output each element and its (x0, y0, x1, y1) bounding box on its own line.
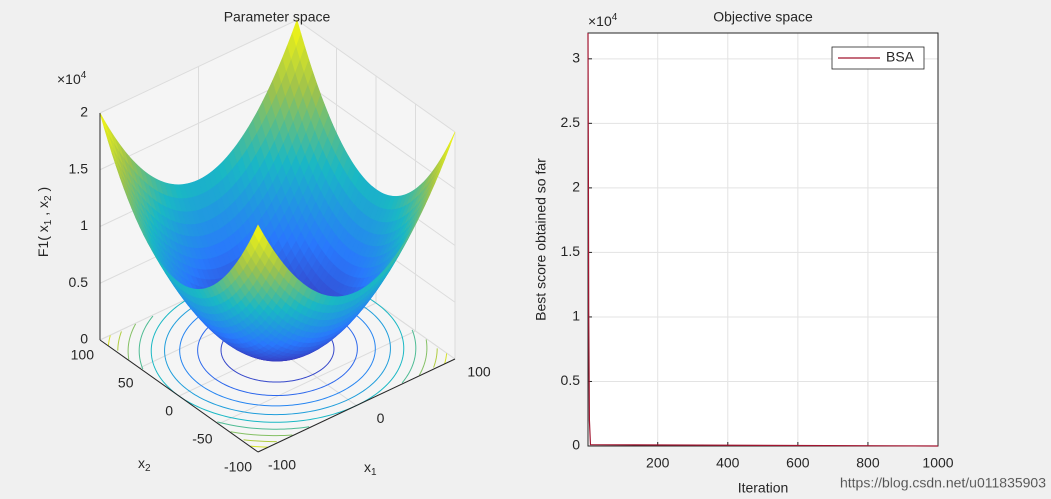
surface-patch (253, 224, 264, 243)
grid-line (99, 76, 298, 171)
line-series (587, 32, 939, 447)
y-tick-label: 1.5 (561, 243, 581, 259)
x-tick-label: 100 (467, 364, 491, 380)
z-tick-label: 0.5 (69, 274, 89, 290)
y-tick-label: 2.5 (561, 114, 581, 130)
contour (127, 323, 137, 360)
y-exponent-part: 4 (612, 12, 618, 23)
y-tick-label: 2 (572, 179, 580, 195)
contour (117, 331, 122, 351)
legend-label: BSA (886, 49, 915, 65)
z-tick-label: 0 (80, 331, 88, 347)
x-tick-label: -100 (268, 457, 296, 473)
x-tick-label: 0 (377, 410, 385, 426)
x-tick-label: 800 (856, 455, 880, 471)
z-axis-label-part: , x (35, 201, 51, 220)
y-exponent-part: ×10 (588, 13, 612, 29)
x-axis-label-part: 1 (371, 467, 377, 478)
contour (138, 315, 154, 370)
contour (433, 348, 438, 368)
contour (230, 431, 293, 437)
y-axis-label-part: 2 (145, 463, 151, 474)
z-tick-label: 1 (80, 217, 88, 233)
plot-area (588, 33, 938, 446)
z-axis-label-part: 1 (43, 219, 54, 225)
z-exponent: ×104 (57, 70, 87, 87)
x-axis-label: Iteration (738, 480, 789, 496)
watermark: https://blog.csdn.net/u011835903 (840, 475, 1046, 491)
contour (250, 445, 268, 448)
y-tick-label: 100 (71, 347, 95, 363)
y-axis-label-part: x (138, 455, 145, 471)
z-tick-label: 1.5 (69, 160, 89, 176)
x-axis-label-part: x (364, 459, 371, 475)
contour (418, 339, 428, 376)
x-tick-label: 400 (716, 455, 740, 471)
y-tick-label: 0 (572, 437, 580, 453)
z-exponent-part: 4 (81, 70, 87, 81)
z-axis-label-part: ) (35, 187, 51, 196)
contour (217, 421, 310, 430)
z-axis-label: F1( x1 , x2 ) (35, 187, 54, 257)
grid-line (296, 19, 456, 133)
y-axis-label: Best score obtained so far (533, 158, 549, 321)
y-tick-label: 3 (572, 50, 580, 66)
y-tick-label: -100 (224, 459, 252, 475)
x-tick-label: 200 (646, 455, 670, 471)
y-exponent: ×104 (588, 12, 618, 29)
y-tick-label: 50 (118, 375, 134, 391)
z-tick-label: 2 (80, 104, 88, 120)
x-axis-label: x1 (364, 459, 377, 478)
y-tick-label: 1 (572, 308, 580, 324)
y-axis-label: x2 (138, 455, 151, 474)
z-exponent-part: ×10 (57, 71, 81, 87)
y-tick-label: 0.5 (561, 372, 581, 388)
contour (401, 329, 417, 384)
grid-line (218, 330, 416, 425)
z-axis-label-part: F1( x (35, 225, 51, 257)
x-tick-label: 1000 (922, 455, 953, 471)
grid-line (99, 19, 298, 114)
x-tick-label: 600 (786, 455, 810, 471)
chart-title: Objective space (713, 9, 813, 25)
y-tick-label: 0 (165, 403, 173, 419)
contour (243, 439, 277, 443)
chart-title: Parameter space (224, 9, 331, 25)
contour (444, 353, 448, 364)
z-axis-label-part: 2 (43, 195, 54, 201)
x-axis (257, 358, 456, 453)
y-tick-label: -50 (192, 431, 212, 447)
contour (107, 335, 111, 346)
grid-line (296, 76, 456, 190)
y-axis (99, 339, 259, 453)
